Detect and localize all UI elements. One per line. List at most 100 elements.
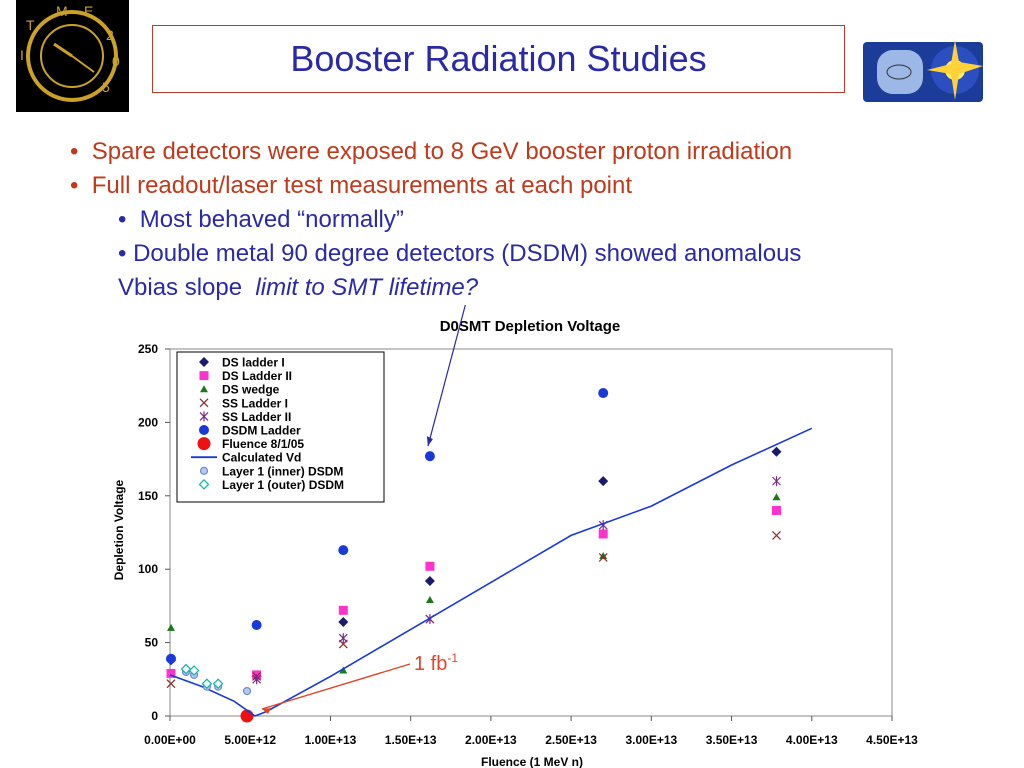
data-point — [771, 505, 781, 515]
data-point — [242, 686, 252, 696]
data-point — [339, 666, 348, 674]
sub-bullet-continuation: Vbias slope limit to SMT lifetime? — [118, 274, 479, 301]
pointer-arrowhead — [426, 436, 433, 447]
legend-marker — [200, 385, 208, 393]
data-point — [598, 476, 609, 487]
data-point — [167, 623, 175, 631]
annotation-label: 1 fb-1 — [414, 651, 458, 675]
legend-marker — [199, 466, 209, 475]
x-tick-label: 4.50E+13 — [866, 733, 918, 747]
legend-marker — [199, 357, 209, 367]
marker-stroke — [772, 531, 781, 540]
slide-title: Booster Radiation Studies — [290, 38, 707, 79]
x-tick-label: 1.00E+13 — [305, 733, 357, 747]
legend-label: Layer 1 (outer) DSDM — [222, 478, 344, 492]
data-point — [424, 451, 435, 462]
svg-text:2: 2 — [106, 27, 114, 43]
data-point — [166, 679, 176, 689]
data-point — [201, 678, 213, 690]
data-point — [251, 619, 262, 630]
data-point — [166, 653, 176, 664]
marker-stroke — [166, 679, 176, 689]
data-point — [188, 665, 200, 676]
data-point — [424, 575, 435, 586]
x-tick-label: 4.00E+13 — [786, 733, 838, 747]
plot-frame — [169, 348, 893, 717]
plot-area: 0 50 100 150 200 250 0.00E+00 5.00E+12 1.00E+13 1… — [138, 342, 918, 747]
data-point — [425, 561, 435, 571]
data-point — [425, 596, 434, 604]
calculated-vd-line — [169, 427, 813, 717]
bullet-list: • Spare detectors were exposed to 8 GeV … — [70, 135, 970, 305]
data-point — [598, 553, 608, 562]
bullet-item: • Spare detectors were exposed to 8 GeV … — [70, 138, 793, 165]
marker-stroke — [199, 398, 209, 408]
data-point — [599, 551, 608, 559]
x-tick-label: 2.50E+13 — [545, 733, 597, 747]
y-tick-label: 50 — [145, 636, 159, 650]
y-tick-label: 0 — [151, 709, 158, 723]
legend-label: DSDM Ladder — [222, 424, 301, 438]
depletion-voltage-chart: D0SMT Depletion Voltage 0501001502002500… — [112, 305, 918, 768]
y-axis-label: Depletion Voltage — [112, 479, 126, 580]
legend-label: Fluence 8/1/05 — [222, 437, 304, 451]
svg-text:M: M — [56, 3, 68, 19]
legend-label: DS wedge — [222, 383, 280, 397]
sub-bullet-item: • Most behaved “normally” — [118, 206, 404, 233]
legend-marker — [199, 411, 209, 422]
svg-text:0: 0 — [112, 53, 120, 69]
legend-marker — [199, 398, 209, 408]
data-point — [338, 545, 349, 556]
svg-text:E: E — [84, 3, 93, 19]
bullet-item: • Full readout/laser test measurements a… — [70, 172, 633, 199]
annotation-arrowhead — [262, 708, 271, 714]
x-tick-label: 1.50E+13 — [385, 733, 437, 747]
data-point — [240, 709, 254, 723]
data-point — [252, 674, 262, 685]
legend-marker — [199, 425, 209, 435]
data-point — [772, 476, 781, 487]
data-point — [771, 446, 782, 457]
marker-stroke — [598, 553, 608, 562]
legend-label: DS Ladder II — [222, 369, 292, 383]
svg-text:T: T — [26, 17, 35, 33]
data-point — [338, 617, 349, 628]
y-tick-label: 250 — [138, 342, 158, 356]
x-tick-label: 5.00E+12 — [224, 733, 276, 747]
data-point — [338, 605, 348, 615]
fluence-annotation: 1 fb-1 — [261, 305, 466, 714]
sub-bullet-item: • Double metal 90 degree detectors (DSDM… — [118, 240, 802, 267]
legend-marker — [199, 371, 209, 381]
legend-box — [176, 351, 385, 503]
legend-label: Calculated Vd — [222, 451, 301, 465]
legend-label: SS Ladder II — [222, 410, 291, 424]
time-2005-logo: T M E 2 0 5 I — [16, 0, 129, 112]
data-point — [772, 531, 781, 540]
data-point — [598, 388, 609, 399]
x-tick-label: 0.00E+00 — [144, 733, 196, 747]
x-tick-label: 3.50E+13 — [706, 733, 758, 747]
data-point — [180, 663, 192, 675]
svg-text:I: I — [20, 47, 24, 63]
data-point — [338, 633, 348, 644]
data-point — [166, 668, 176, 678]
pointer-arrow — [427, 305, 466, 447]
chart-title: D0SMT Depletion Voltage — [440, 318, 621, 335]
svg-text:5: 5 — [102, 79, 110, 95]
y-tick-label: 100 — [138, 562, 158, 576]
d0-logo — [855, 20, 1005, 110]
x-tick-label: 2.00E+13 — [465, 733, 517, 747]
legend-marker — [198, 479, 210, 490]
y-tick-label: 150 — [138, 489, 158, 503]
data-point — [212, 678, 224, 690]
x-axis-label: Fluence (1 MeV n) — [481, 755, 583, 768]
data-point — [772, 493, 781, 501]
annotation-arrow — [261, 663, 411, 710]
legend-label: Layer 1 (inner) DSDM — [222, 464, 343, 478]
legend-marker — [197, 437, 211, 451]
legend-label: DS ladder I — [222, 356, 285, 370]
y-tick-label: 200 — [138, 415, 158, 429]
title-box: Booster Radiation Studies — [152, 25, 845, 93]
legend-label: SS Ladder I — [222, 396, 288, 410]
